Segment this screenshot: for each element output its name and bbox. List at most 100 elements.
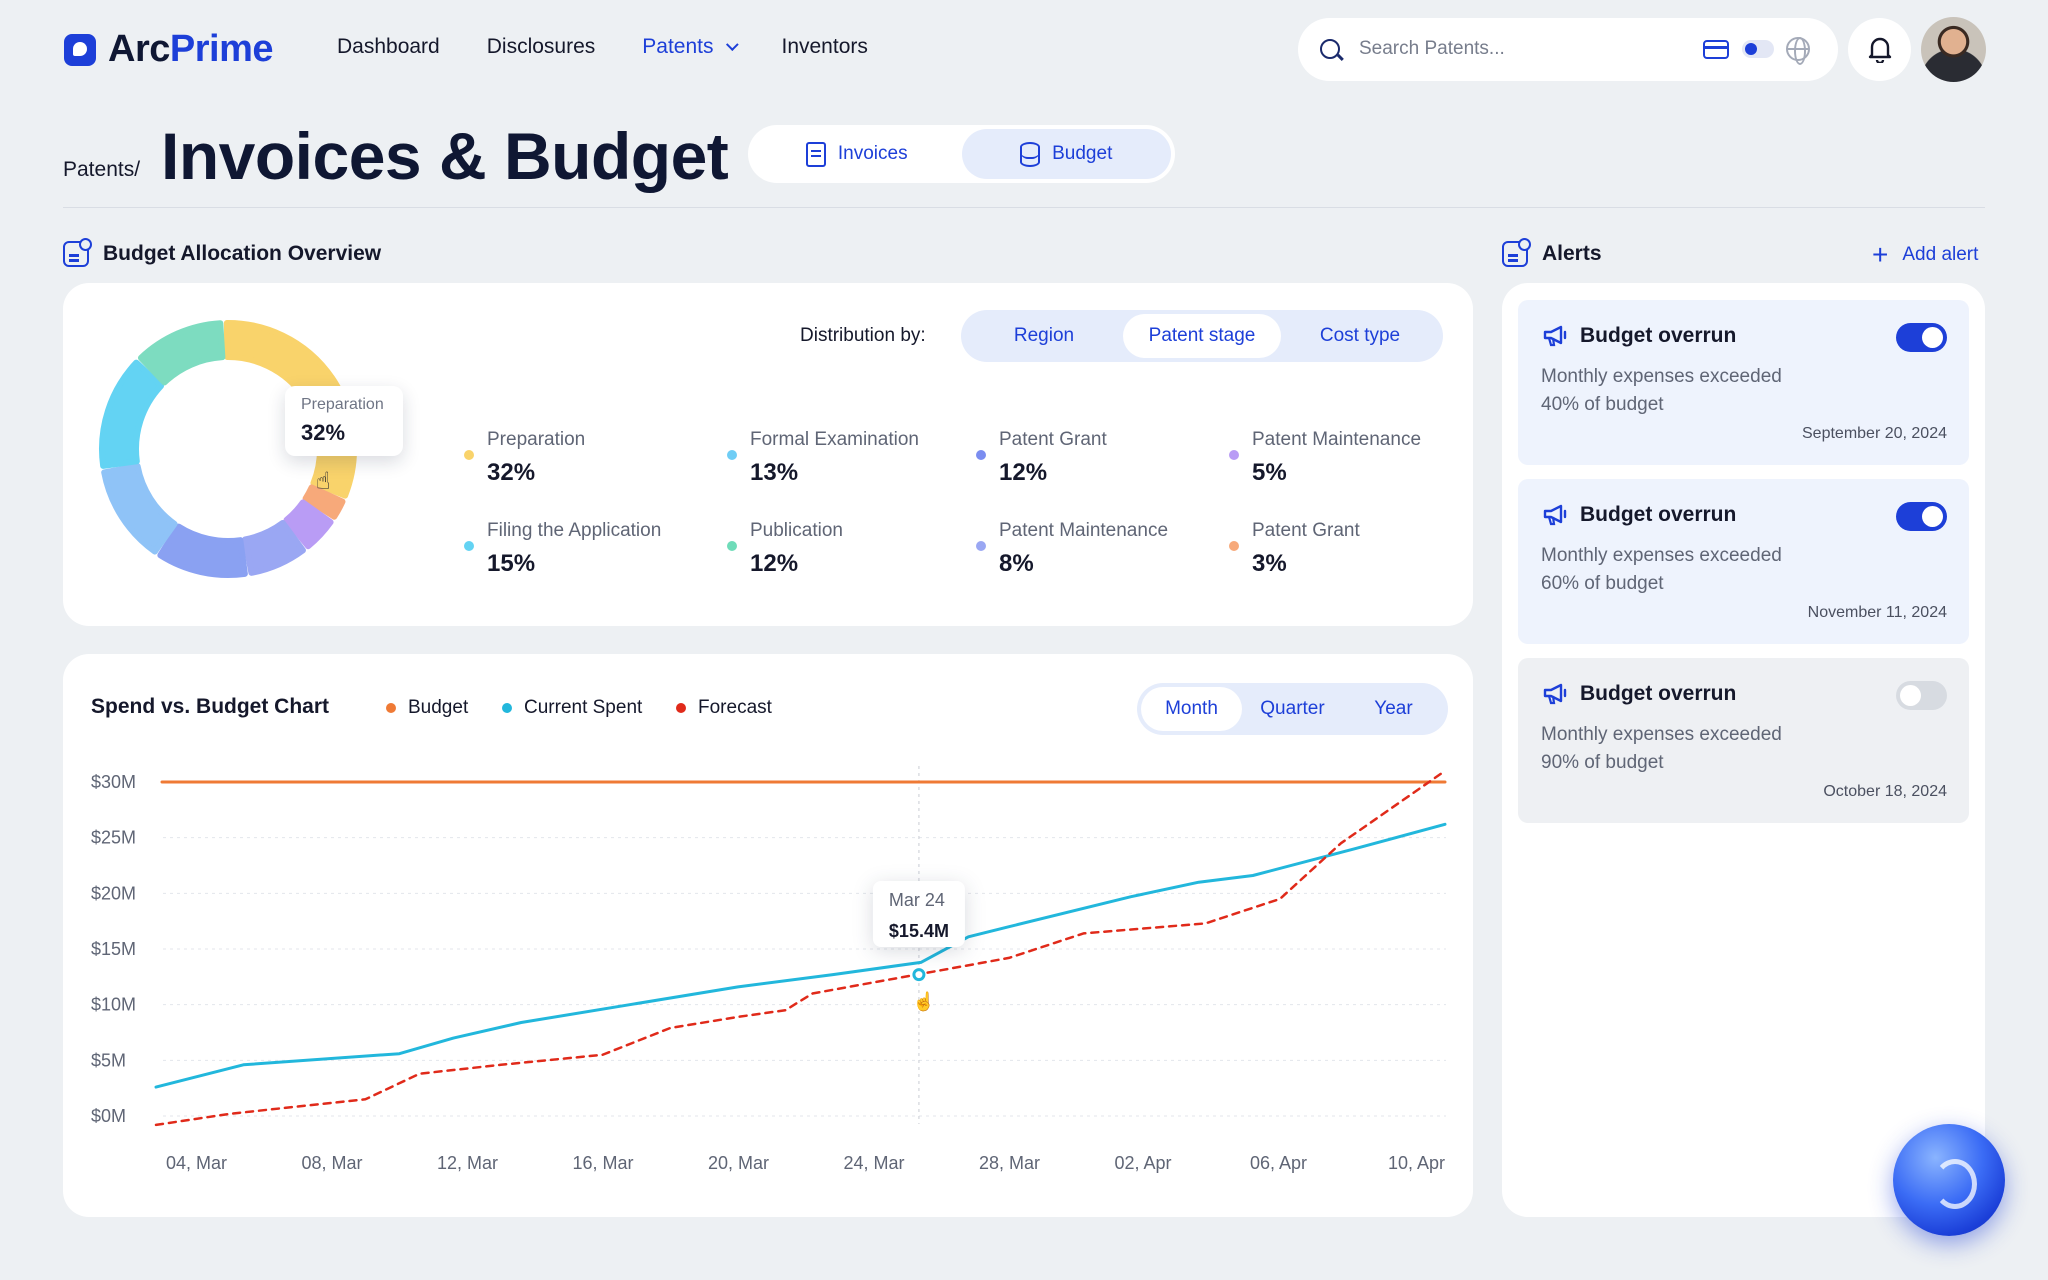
legend-name: Patent Grant xyxy=(1252,520,1360,541)
donut-segment[interactable] xyxy=(99,359,165,469)
overview-icon xyxy=(63,238,92,267)
x-tick-label: 08, Mar xyxy=(302,1153,363,1173)
legend-percent: 15% xyxy=(487,550,536,577)
distribution-region[interactable]: Region xyxy=(1013,325,1075,346)
alert-description: Monthly expenses exceeded 40% of budget xyxy=(1541,366,1782,415)
tab-invoices[interactable]: Invoices xyxy=(752,129,962,179)
pointer-cursor-icon: ☝ xyxy=(913,991,935,1013)
x-tick-label: 04, Mar xyxy=(166,1153,227,1173)
donut-segment[interactable] xyxy=(283,499,334,550)
legend-name: Patent Grant xyxy=(999,429,1107,450)
alert-toggle[interactable] xyxy=(1896,681,1947,710)
legend-dot xyxy=(676,703,686,713)
logo-text-b: Prime xyxy=(169,28,274,70)
distribution-patent-stage[interactable]: Patent stage xyxy=(1123,314,1281,358)
main-nav: Dashboard Disclosures Patents Inventors xyxy=(337,35,868,59)
tab-budget[interactable]: Budget xyxy=(961,129,1171,179)
y-tick-label: $5M xyxy=(91,1050,126,1070)
x-tick-label: 02, Apr xyxy=(1115,1153,1172,1173)
nav-patents[interactable]: Patents xyxy=(642,35,740,59)
chevron-down-icon xyxy=(726,37,740,51)
legend-label: Forecast xyxy=(698,697,772,718)
x-tick-label: 28, Mar xyxy=(979,1153,1040,1173)
alert-card[interactable]: Budget overrun Monthly expenses exceeded … xyxy=(1518,658,1969,823)
x-tick-label: 10, Apr xyxy=(1388,1153,1445,1173)
alert-title: Budget overrun xyxy=(1542,682,1736,706)
alert-description: Monthly expenses exceeded 60% of budget xyxy=(1541,545,1782,594)
x-tick-label: 12, Mar xyxy=(437,1153,498,1173)
spend-line-chart[interactable]: $0M $5M $10M $15M $20M $25M $30M 04, Mar 08, Mar… xyxy=(63,654,1473,1217)
range-switch: Month Quarter Year xyxy=(1137,683,1448,735)
donut-segment[interactable] xyxy=(242,519,306,576)
donut-segment[interactable] xyxy=(157,523,248,578)
chart-tooltip: Mar 24 $15.4M xyxy=(872,881,965,947)
tab-invoices-label: Invoices xyxy=(837,143,908,164)
range-month[interactable]: Month xyxy=(1141,687,1242,731)
distribution-cost-type[interactable]: Cost type xyxy=(1319,325,1401,346)
alert-title: Budget overrun xyxy=(1542,503,1736,527)
series-line-forecast[interactable] xyxy=(154,769,1447,1127)
legend-label: Budget xyxy=(408,697,469,718)
card-icon[interactable] xyxy=(1703,40,1729,59)
legend-name: Formal Examination xyxy=(750,429,919,450)
legend-name: Patent Maintenance xyxy=(999,520,1169,541)
nav-disclosures[interactable]: Disclosures xyxy=(486,35,596,58)
theme-toggle[interactable] xyxy=(1742,40,1774,58)
legend-name: Preparation xyxy=(487,429,586,450)
avatar[interactable] xyxy=(1921,17,1986,82)
range-year[interactable]: Year xyxy=(1374,698,1413,719)
y-tick-label: $25M xyxy=(91,828,136,848)
legend-percent: 5% xyxy=(1252,459,1287,486)
range-quarter[interactable]: Quarter xyxy=(1260,698,1325,719)
legend-dot xyxy=(1229,541,1239,551)
legend-dot xyxy=(464,541,474,551)
legend-percent: 8% xyxy=(999,550,1034,577)
alert-date: October 18, 2024 xyxy=(1823,783,1947,800)
globe-icon[interactable] xyxy=(1786,37,1810,65)
assistant-button[interactable] xyxy=(1893,1124,2005,1236)
document-icon xyxy=(805,141,826,167)
alert-toggle[interactable] xyxy=(1896,323,1947,352)
legend-percent: 12% xyxy=(750,550,799,577)
legend-dot xyxy=(464,450,474,460)
alert-toggle[interactable] xyxy=(1896,502,1947,531)
tab-budget-label: Budget xyxy=(1052,143,1113,164)
search-input[interactable] xyxy=(1359,34,1659,64)
plus-icon: + xyxy=(1872,239,1889,270)
breadcrumb[interactable]: Patents/ xyxy=(63,158,141,181)
y-tick-label: $15M xyxy=(91,939,136,959)
notifications-button[interactable] xyxy=(1848,18,1911,81)
allocation-heading: Budget Allocation Overview xyxy=(63,238,381,267)
legend-forecast: Forecast xyxy=(676,697,772,719)
legend-percent: 3% xyxy=(1252,550,1287,577)
legend-budget: Budget xyxy=(386,697,468,719)
alert-date: September 20, 2024 xyxy=(1802,425,1947,442)
highlight-point[interactable] xyxy=(912,968,926,982)
logo[interactable]: ArcPrime xyxy=(64,28,274,71)
nav-inventors[interactable]: Inventors xyxy=(781,35,868,58)
alert-card[interactable]: Budget overrun Monthly expenses exceeded … xyxy=(1518,479,1969,644)
nav-dashboard[interactable]: Dashboard xyxy=(337,35,440,58)
legend-percent: 12% xyxy=(999,459,1048,486)
donut-segment[interactable] xyxy=(137,320,226,386)
add-alert-button[interactable]: + Add alert xyxy=(1872,239,1979,270)
x-tick-label: 20, Mar xyxy=(708,1153,769,1173)
tooltip-value: $15.4M xyxy=(889,921,949,941)
legend-label: Current Spent xyxy=(524,697,643,718)
alerts-heading: Alerts xyxy=(1502,238,1602,267)
x-tick-label: 06, Apr xyxy=(1250,1153,1307,1173)
logo-text-a: Arc xyxy=(108,28,170,70)
nav-patents-label: Patents xyxy=(642,35,714,58)
x-tick-label: 24, Mar xyxy=(844,1153,905,1173)
donut-segment[interactable] xyxy=(302,484,346,520)
add-alert-label: Add alert xyxy=(1902,244,1979,265)
legend-dot xyxy=(976,541,986,551)
donut-segment[interactable] xyxy=(101,463,178,555)
legend-dot xyxy=(502,703,512,713)
alerts-icon xyxy=(1502,238,1531,267)
megaphone-icon xyxy=(1543,683,1567,705)
donut-tooltip: Preparation 32% xyxy=(285,386,403,456)
legend-percent: 32% xyxy=(487,459,536,486)
alert-card[interactable]: Budget overrun Monthly expenses exceeded … xyxy=(1518,300,1969,465)
series-line-current-spent[interactable] xyxy=(154,822,1447,1089)
